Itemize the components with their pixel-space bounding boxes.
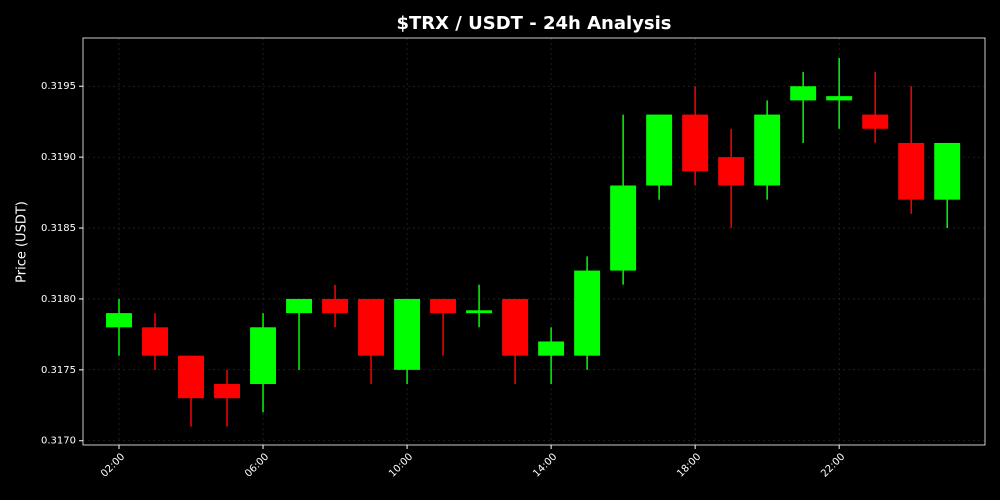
candle-body (466, 310, 493, 314)
y-tick-label: 0.3190 (41, 152, 76, 163)
candle-body (502, 298, 529, 356)
candle-body (178, 355, 204, 399)
candle-body (718, 157, 745, 186)
candle-body (610, 185, 637, 271)
y-tick-label: 0.3185 (41, 223, 76, 234)
y-tick-label: 0.3195 (41, 81, 76, 92)
candle-body (862, 114, 889, 129)
candle-body (286, 298, 313, 314)
candle-body (934, 142, 961, 200)
candle-body (214, 384, 240, 399)
candle-body (142, 327, 168, 356)
candle-body (358, 298, 385, 356)
candle-body (646, 114, 673, 186)
candle-body (754, 114, 781, 186)
x-tick-label: 14:00 (531, 451, 559, 479)
y-tick-label: 0.3170 (41, 436, 76, 447)
x-tick-label: 22:00 (819, 451, 847, 479)
candle-body (682, 114, 709, 172)
candle-body (106, 313, 132, 328)
candle-body (790, 86, 817, 101)
candle-body (394, 298, 421, 370)
candle-body (250, 327, 277, 385)
candle-body (538, 341, 565, 356)
y-tick-label: 0.3180 (41, 294, 76, 305)
plot-frame (82, 37, 986, 446)
candle-body (898, 142, 925, 200)
x-tick-label: 02:00 (99, 451, 127, 479)
x-tick-label: 10:00 (387, 451, 415, 479)
y-axis-label: Price (USDT) (15, 201, 30, 283)
candle-body (574, 270, 601, 356)
candle-body (430, 298, 457, 314)
x-tick-label: 18:00 (675, 451, 703, 479)
candle-body (322, 298, 349, 314)
chart-title: $TRX / USDT - 24h Analysis (397, 13, 672, 34)
candle-body (826, 96, 853, 101)
y-tick-label: 0.3175 (41, 365, 76, 376)
x-tick-label: 06:00 (243, 451, 271, 479)
